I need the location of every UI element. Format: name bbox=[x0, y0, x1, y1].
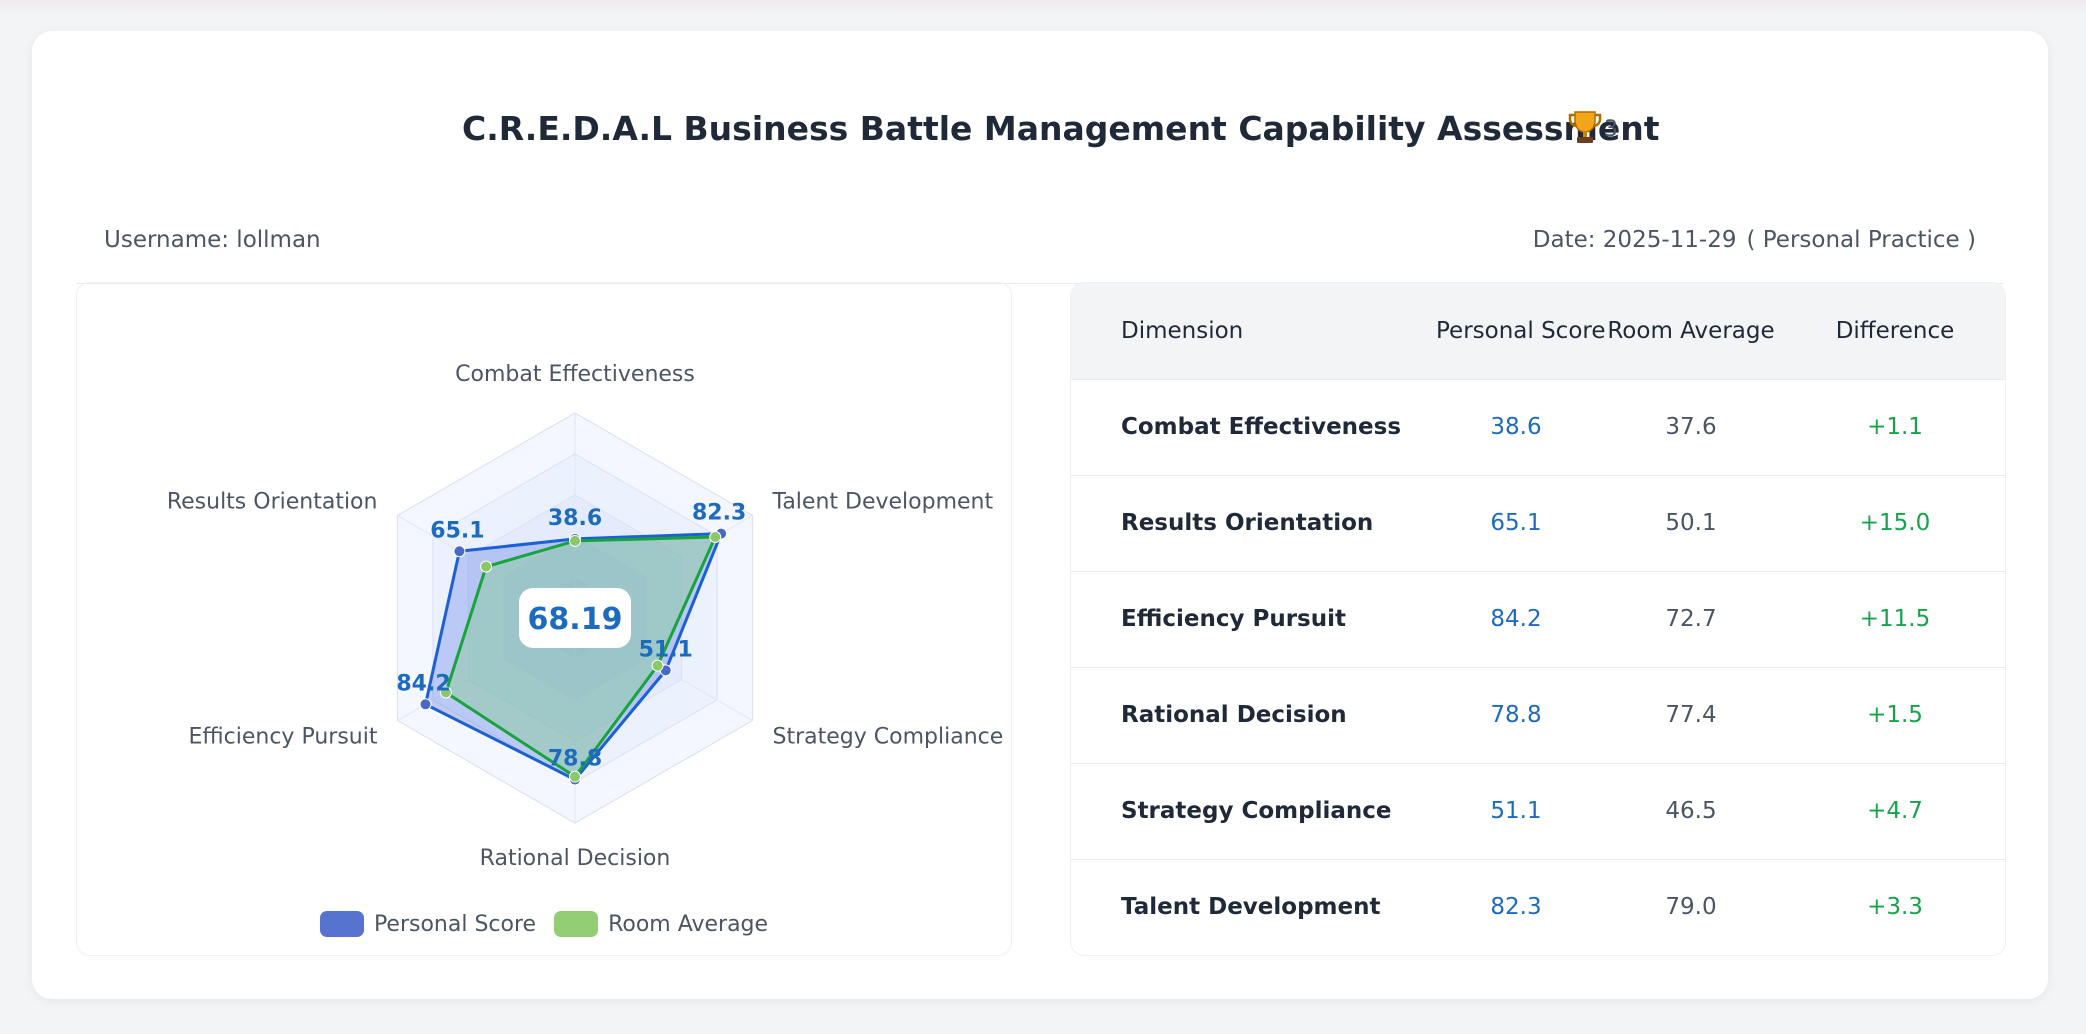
radar-chart: 38.6 82.3 51.1 78.8 84.2 65.1 Combat Effective… bbox=[167, 362, 1004, 871]
radar-value-label: 51.1 bbox=[639, 637, 693, 662]
info-row: Username: lollman Date: 2025-11-29 ( Pers… bbox=[76, 199, 2004, 284]
center-score-badge bbox=[519, 588, 631, 648]
legend-label-room: Room Average bbox=[608, 911, 769, 937]
radar-axis-label: Talent Development bbox=[772, 490, 994, 515]
row-dimension: Strategy Compliance bbox=[1121, 798, 1392, 824]
trophy-badge: 3 bbox=[1568, 109, 1630, 149]
row-personal-score: 82.3 bbox=[1490, 894, 1542, 921]
row-personal-score: 38.6 bbox=[1490, 414, 1542, 440]
header-personal-score: Personal Score bbox=[1436, 317, 1606, 344]
score-table-panel: Dimension Personal Score Room Average Di… bbox=[1070, 282, 2006, 956]
row-difference: +1.1 bbox=[1867, 414, 1923, 440]
radar-value-label: 38.6 bbox=[548, 506, 602, 531]
radar-axis-label: Strategy Compliance bbox=[773, 725, 1004, 750]
table-row: Talent Development 82.3 79.0 +3.3 bbox=[1071, 859, 2005, 955]
legend-personal-score[interactable]: Personal Score bbox=[319, 911, 537, 937]
row-room-average: 37.6 bbox=[1665, 414, 1717, 440]
row-room-average: 77.4 bbox=[1665, 702, 1717, 728]
trophy-count: 3 bbox=[1604, 116, 1618, 142]
radar-point bbox=[569, 770, 581, 783]
trophy-icon bbox=[1568, 109, 1602, 149]
row-room-average: 50.1 bbox=[1665, 510, 1717, 536]
row-difference: +4.7 bbox=[1867, 798, 1923, 824]
row-dimension: Results Orientation bbox=[1121, 510, 1374, 536]
row-dimension: Rational Decision bbox=[1121, 702, 1347, 728]
row-personal-score: 84.2 bbox=[1490, 606, 1542, 632]
chart-legend: Personal Score Room Average bbox=[77, 911, 1011, 937]
table-row: Rational Decision 78.8 77.4 +1.5 bbox=[1071, 667, 2005, 763]
row-dimension: Efficiency Pursuit bbox=[1121, 606, 1347, 632]
header-difference: Difference bbox=[1835, 317, 1955, 344]
legend-swatch-room bbox=[554, 911, 599, 937]
table-header-row: Dimension Personal Score Room Average Di… bbox=[1071, 283, 2005, 379]
overall-score: 68.19 bbox=[528, 602, 623, 637]
radar-point bbox=[419, 698, 432, 711]
radar-axis-label: Rational Decision bbox=[480, 846, 671, 871]
row-difference: +3.3 bbox=[1867, 894, 1923, 921]
row-room-average: 72.7 bbox=[1665, 606, 1717, 632]
row-personal-score: 78.8 bbox=[1490, 702, 1542, 728]
table-row: Strategy Compliance 51.1 46.5 +4.7 bbox=[1071, 763, 2005, 859]
radar-axis-label: Efficiency Pursuit bbox=[188, 725, 377, 750]
radar-value-label: 65.1 bbox=[430, 518, 484, 543]
table-row: Results Orientation 65.1 50.1 +15.0 bbox=[1071, 475, 2005, 571]
header-room-average: Room Average bbox=[1607, 317, 1775, 344]
row-room-average: 79.0 bbox=[1665, 894, 1717, 921]
radar-chart-panel: 38.6 82.3 51.1 78.8 84.2 65.1 Combat Effective… bbox=[76, 282, 1012, 956]
radar-value-label: 82.3 bbox=[692, 501, 746, 526]
table-row: Combat Effectiveness 38.6 37.6 +1.1 bbox=[1071, 379, 2005, 475]
row-dimension: Combat Effectiveness bbox=[1121, 414, 1402, 440]
radar-point bbox=[480, 560, 493, 573]
legend-label-personal: Personal Score bbox=[373, 911, 537, 937]
row-room-average: 46.5 bbox=[1665, 798, 1717, 824]
radar-point bbox=[439, 686, 452, 699]
radar-value-label: 78.8 bbox=[548, 747, 602, 772]
legend-room-average[interactable]: Room Average bbox=[554, 911, 768, 937]
radar-value-label: 84.2 bbox=[396, 671, 450, 696]
row-difference: +1.5 bbox=[1867, 702, 1923, 728]
radar-axis-label: Combat Effectiveness bbox=[455, 362, 695, 387]
radar-point bbox=[453, 545, 466, 558]
table-row: Efficiency Pursuit 84.2 72.7 +11.5 bbox=[1071, 571, 2005, 667]
username-label: Username: lollman bbox=[104, 227, 321, 253]
legend-swatch-personal bbox=[319, 911, 364, 937]
page-top-strip bbox=[0, 0, 2086, 14]
page-title: C.R.E.D.A.L Business Battle Management C… bbox=[462, 109, 1660, 148]
date-value: Date: 2025-11-29 bbox=[1532, 227, 1737, 253]
row-dimension: Talent Development bbox=[1121, 894, 1381, 921]
practice-mode: ( Personal Practice ) bbox=[1746, 227, 1976, 253]
row-difference: +11.5 bbox=[1859, 606, 1931, 632]
radar-point bbox=[709, 531, 722, 544]
row-difference: +15.0 bbox=[1859, 510, 1931, 536]
row-personal-score: 65.1 bbox=[1490, 510, 1542, 536]
radar-axis-label: Results Orientation bbox=[167, 490, 378, 515]
assessment-card: C.R.E.D.A.L Business Battle Management C… bbox=[32, 31, 2048, 999]
title-row: C.R.E.D.A.L Business Battle Management C… bbox=[32, 79, 2048, 189]
header-dimension: Dimension bbox=[1121, 317, 1244, 344]
date-label: Date: 2025-11-29 ( Personal Practice ) bbox=[1533, 227, 1976, 253]
row-personal-score: 51.1 bbox=[1490, 798, 1542, 824]
radar-point bbox=[651, 659, 664, 672]
score-table: Dimension Personal Score Room Average Di… bbox=[1071, 283, 2005, 955]
radar-point bbox=[569, 534, 581, 547]
